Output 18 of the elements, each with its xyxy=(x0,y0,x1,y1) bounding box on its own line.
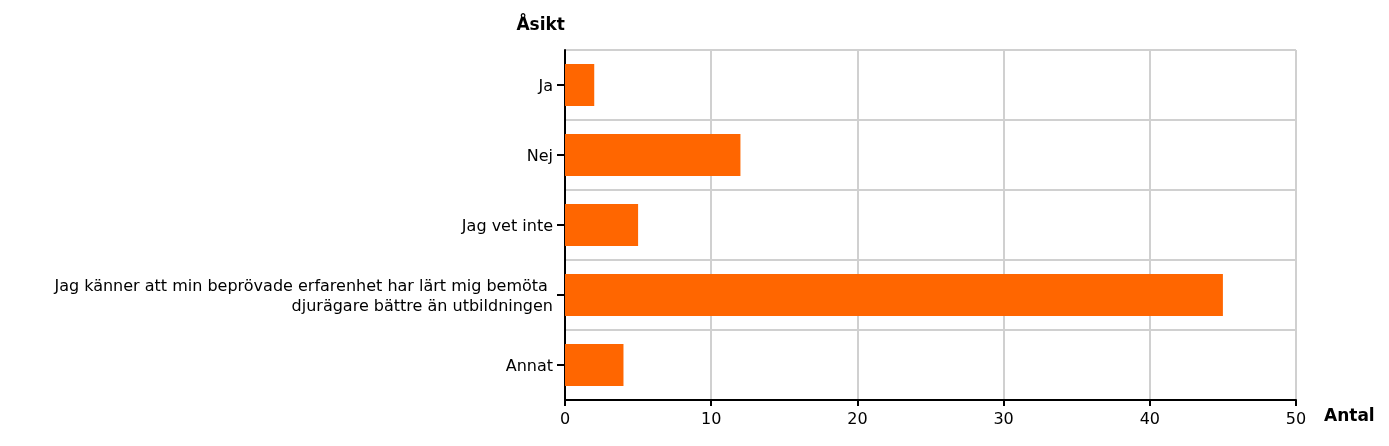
y-tick-label: Ja xyxy=(537,75,553,95)
bar xyxy=(565,274,1223,316)
y-tick-label: Jag känner att min beprövade erfarenhet har lärt mig bemöta djurägare bättre än utbildningen xyxy=(53,275,553,315)
x-axis-title: Antal xyxy=(1324,404,1375,425)
x-tick-label: 0 xyxy=(559,408,571,428)
bar xyxy=(565,64,595,106)
x-tick-label: 20 xyxy=(847,408,868,428)
x-tick-label: 40 xyxy=(1139,408,1160,428)
y-tick-label: Annat xyxy=(505,355,553,375)
bar xyxy=(565,204,639,246)
x-tick-label: 30 xyxy=(993,408,1014,428)
y-axis-title: Åsikt xyxy=(516,11,565,34)
bar xyxy=(565,134,741,176)
x-tick-label: 10 xyxy=(701,408,722,428)
y-tick-label: Jag vet inte xyxy=(460,215,553,235)
x-tick-label: 50 xyxy=(1285,408,1307,428)
y-tick-label: Nej xyxy=(526,145,553,165)
bar xyxy=(565,344,624,386)
